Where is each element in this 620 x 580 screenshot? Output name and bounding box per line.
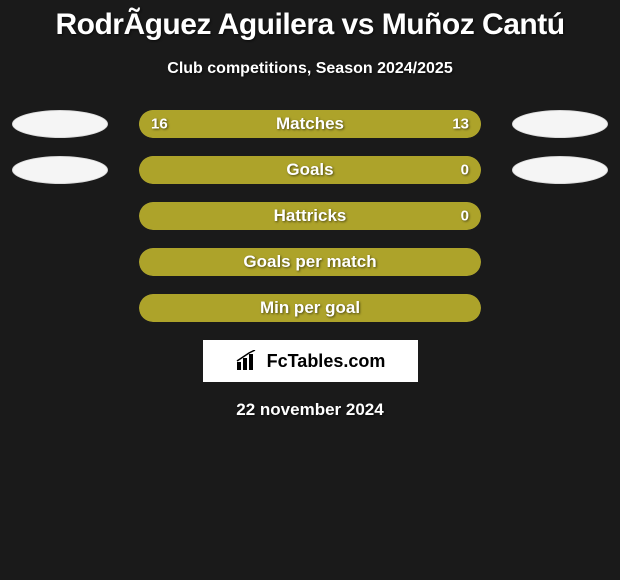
stat-bar: Hattricks0 xyxy=(139,202,481,230)
team-badge-left xyxy=(12,110,108,138)
stat-bar: Goals0 xyxy=(139,156,481,184)
stat-rows: Matches1613Goals0Hattricks0Goals per mat… xyxy=(0,110,620,322)
stat-value-right: 0 xyxy=(461,162,469,179)
page-title: RodrÃ­guez Aguilera vs Muñoz Cantú xyxy=(0,8,620,42)
stat-row: Goals per match xyxy=(0,248,620,276)
stat-row: Goals0 xyxy=(0,156,620,184)
stat-label: Goals per match xyxy=(139,252,481,272)
team-badge-right xyxy=(512,156,608,184)
date-label: 22 november 2024 xyxy=(0,400,620,420)
page-subtitle: Club competitions, Season 2024/2025 xyxy=(0,60,620,78)
stat-label: Min per goal xyxy=(139,298,481,318)
stat-value-right: 13 xyxy=(452,116,469,133)
stat-row: Hattricks0 xyxy=(0,202,620,230)
stat-label: Matches xyxy=(139,114,481,134)
stat-value-left: 16 xyxy=(151,116,168,133)
stat-label: Goals xyxy=(139,160,481,180)
stat-row: Min per goal xyxy=(0,294,620,322)
stat-bar: Goals per match xyxy=(139,248,481,276)
stat-row: Matches16 13 xyxy=(0,110,620,138)
stat-label: Hattricks xyxy=(139,206,481,226)
stat-bar: Matches16 13 xyxy=(139,110,481,138)
team-badge-left xyxy=(12,156,108,184)
logo-text: FcTables.com xyxy=(267,351,386,372)
stat-value-right: 0 xyxy=(461,208,469,225)
stat-bar: Min per goal xyxy=(139,294,481,322)
chart-icon xyxy=(235,350,263,372)
logo-inner: FcTables.com xyxy=(235,350,386,372)
source-logo: FcTables.com xyxy=(203,340,418,382)
comparison-infographic: RodrÃ­guez Aguilera vs Muñoz Cantú Club … xyxy=(0,0,620,420)
team-badge-right xyxy=(512,110,608,138)
